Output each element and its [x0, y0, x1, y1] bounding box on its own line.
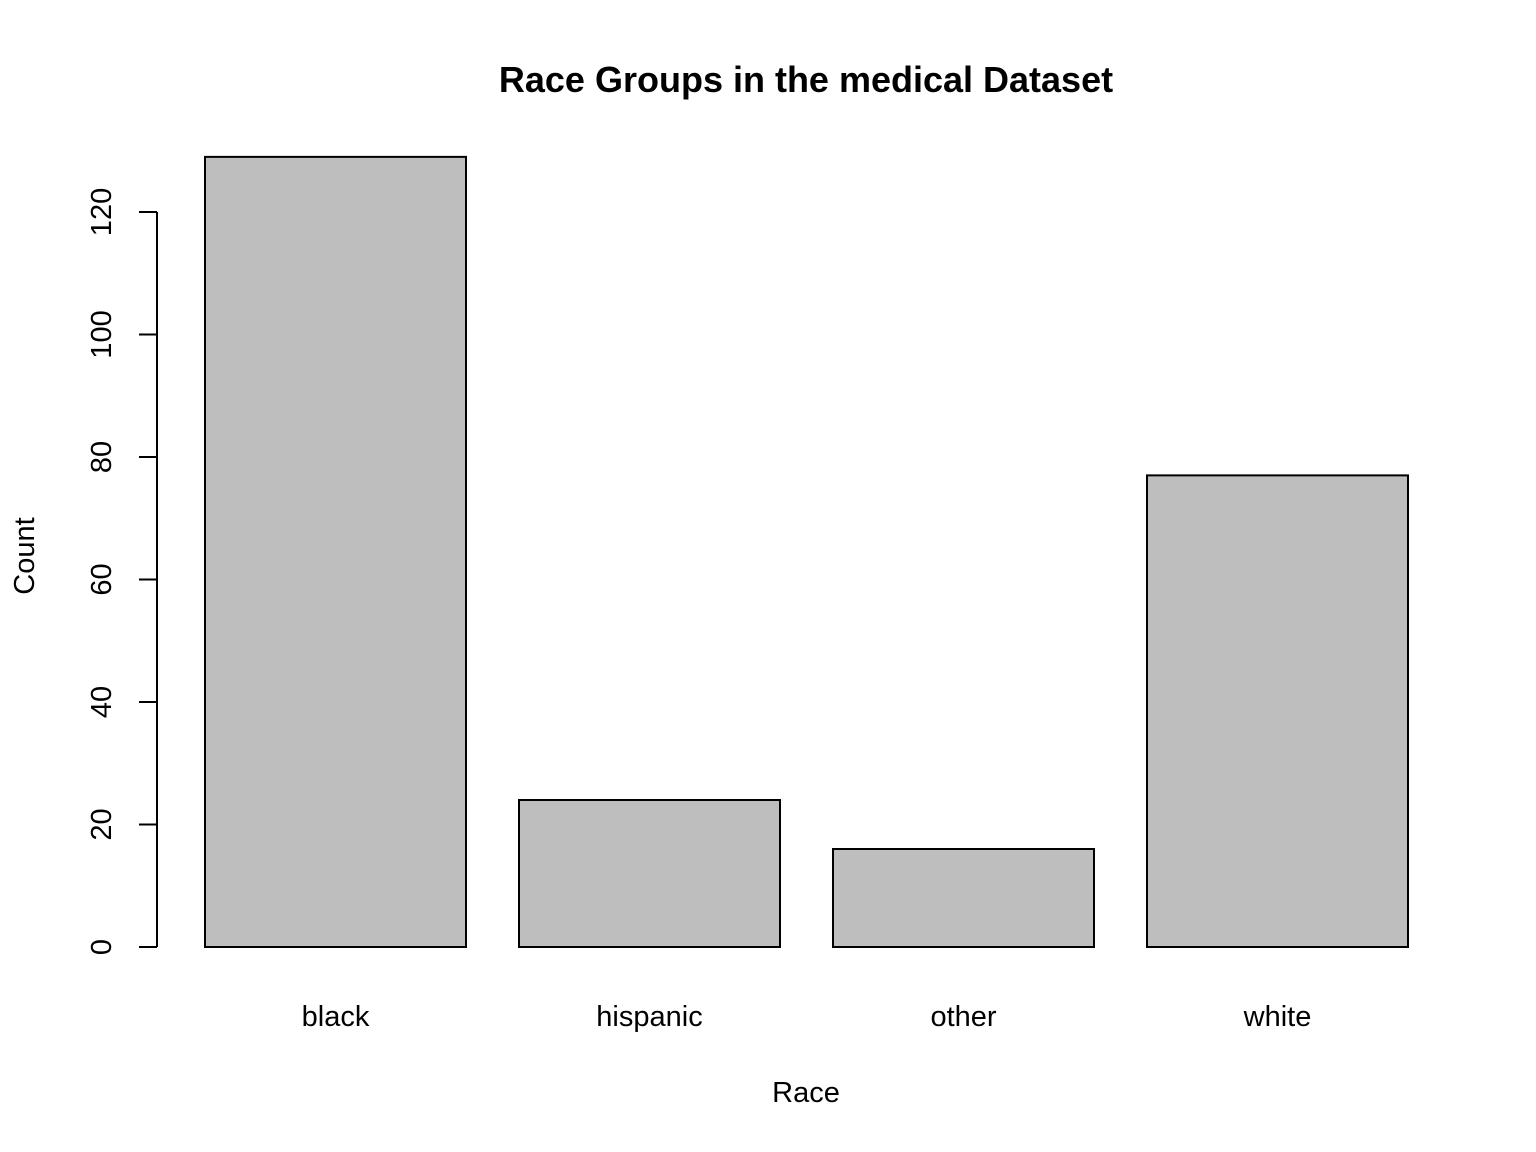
y-tick-label: 20 [86, 808, 118, 840]
bar-other [832, 848, 1095, 948]
y-tick-label: 60 [86, 563, 118, 595]
bar-black [204, 155, 467, 948]
y-axis-label: Count [9, 517, 41, 594]
x-tick-labels: black hispanic other white [302, 1001, 1312, 1033]
x-tick-label-white: white [1243, 1001, 1312, 1033]
x-tick-label-hispanic: hispanic [596, 1001, 702, 1033]
y-tick-label: 0 [86, 939, 118, 955]
y-tick-label: 100 [86, 310, 118, 358]
y-tick-label: 80 [86, 441, 118, 473]
bars-group [204, 155, 1409, 948]
y-tick-label: 40 [86, 686, 118, 718]
x-axis-label: Race [772, 1077, 840, 1109]
x-tick-label-other: other [930, 1001, 996, 1033]
y-tick-label: 120 [86, 188, 118, 236]
chart-title: Race Groups in the medical Dataset [499, 59, 1113, 100]
bar-white [1146, 474, 1409, 948]
bar-hispanic [518, 799, 781, 948]
x-tick-label-black: black [302, 1001, 370, 1033]
y-axis: 0 20 40 60 80 100 120 [86, 188, 158, 955]
